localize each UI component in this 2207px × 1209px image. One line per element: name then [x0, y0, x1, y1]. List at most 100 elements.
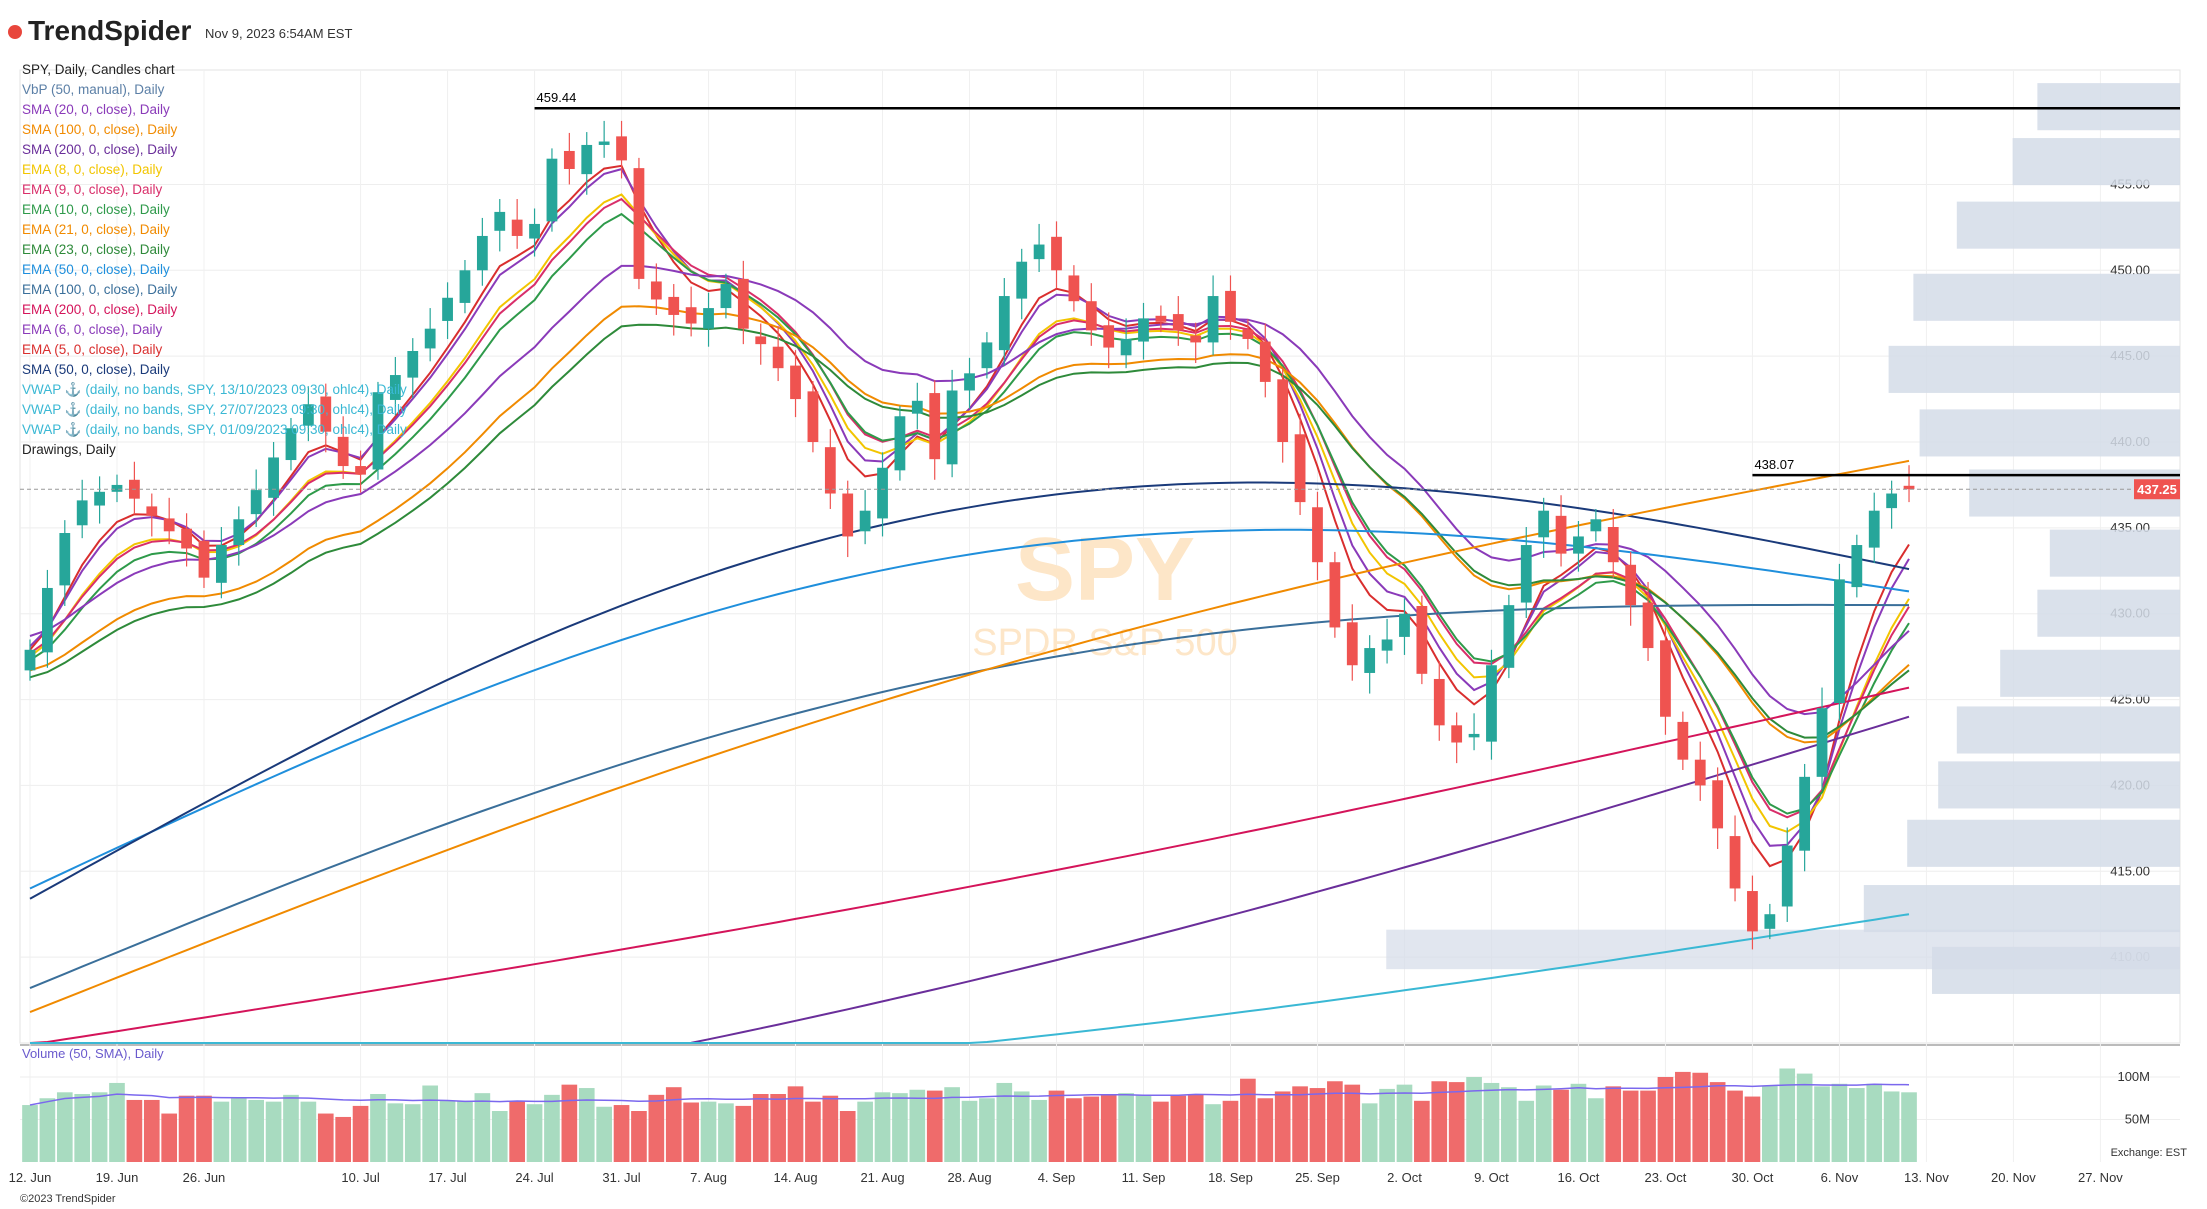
candle-82[interactable] [1451, 725, 1463, 743]
candle-69[interactable] [1225, 290, 1236, 322]
candle-24[interactable] [442, 297, 453, 321]
candle-7[interactable] [146, 506, 158, 516]
candle-52[interactable] [929, 393, 941, 460]
legend-item-9[interactable]: EMA (23, 0, close), Daily [22, 242, 170, 257]
candle-88[interactable] [1555, 515, 1567, 554]
candle-25[interactable] [459, 270, 471, 303]
candle-57[interactable] [1016, 261, 1028, 299]
candle-98[interactable] [1729, 836, 1741, 889]
candle-50[interactable] [894, 416, 906, 471]
candle-12[interactable] [233, 519, 245, 546]
legend-item-14[interactable]: EMA (5, 0, close), Daily [22, 342, 163, 357]
legend-item-15[interactable]: SMA (50, 0, close), Daily [22, 362, 170, 377]
candle-106[interactable] [1868, 510, 1880, 548]
candle-46[interactable] [824, 447, 836, 494]
candle-2[interactable] [59, 533, 71, 586]
candle-89[interactable] [1573, 536, 1584, 554]
candle-56[interactable] [998, 296, 1010, 351]
candle-100[interactable] [1764, 914, 1776, 929]
candle-99[interactable] [1747, 891, 1758, 932]
candle-83[interactable] [1468, 733, 1480, 738]
candle-87[interactable] [1538, 510, 1550, 538]
candle-41[interactable] [737, 278, 749, 329]
candle-76[interactable] [1346, 622, 1358, 666]
candle-33[interactable] [598, 141, 610, 145]
candle-73[interactable] [1294, 434, 1306, 503]
candle-91[interactable] [1607, 527, 1619, 563]
candle-8[interactable] [163, 518, 175, 532]
candle-16[interactable] [302, 404, 314, 426]
candle-101[interactable] [1781, 845, 1793, 907]
candle-81[interactable] [1433, 678, 1445, 726]
legend-item-19[interactable]: Drawings, Daily [22, 442, 116, 457]
candle-55[interactable] [981, 342, 993, 369]
candle-0[interactable] [24, 649, 36, 671]
candle-53[interactable] [946, 390, 958, 465]
candle-43[interactable] [772, 346, 784, 369]
candle-72[interactable] [1277, 379, 1289, 443]
candle-19[interactable] [355, 466, 366, 475]
legend-item-4[interactable]: SMA (200, 0, close), Daily [22, 142, 178, 157]
candle-13[interactable] [250, 490, 262, 515]
candle-58[interactable] [1033, 244, 1045, 260]
candle-103[interactable] [1816, 708, 1828, 777]
candle-45[interactable] [807, 391, 819, 443]
candle-21[interactable] [389, 375, 401, 400]
candle-102[interactable] [1799, 776, 1811, 851]
candle-70[interactable] [1242, 329, 1254, 339]
legend-item-13[interactable]: EMA (6, 0, close), Daily [22, 322, 163, 337]
legend-item-6[interactable]: EMA (9, 0, close), Daily [22, 182, 163, 197]
candle-5[interactable] [111, 484, 123, 492]
candle-77[interactable] [1364, 648, 1376, 673]
candle-66[interactable] [1172, 314, 1184, 331]
candle-67[interactable] [1190, 335, 1202, 343]
candle-38[interactable] [685, 307, 697, 324]
candle-80[interactable] [1416, 605, 1428, 674]
candle-31[interactable] [563, 150, 575, 169]
candle-107[interactable] [1886, 493, 1898, 509]
legend-item-7[interactable]: EMA (10, 0, close), Daily [22, 202, 170, 217]
legend-item-16[interactable]: VWAP ⚓ (daily, no bands, SPY, 13/10/2023… [22, 382, 407, 397]
candle-28[interactable] [511, 219, 523, 236]
candle-51[interactable] [911, 400, 923, 414]
candle-59[interactable] [1051, 236, 1062, 271]
candle-18[interactable] [337, 436, 349, 467]
candle-96[interactable] [1694, 759, 1706, 786]
candle-20[interactable] [372, 392, 384, 470]
candle-68[interactable] [1207, 296, 1219, 343]
candle-44[interactable] [790, 365, 801, 400]
candle-22[interactable] [407, 351, 419, 378]
legend-item-11[interactable]: EMA (100, 0, close), Daily [22, 282, 178, 297]
legend-item-18[interactable]: VWAP ⚓ (daily, no bands, SPY, 01/09/2023… [22, 422, 407, 437]
candle-34[interactable] [616, 136, 627, 161]
candle-95[interactable] [1677, 721, 1689, 760]
candle-104[interactable] [1834, 579, 1845, 704]
legend-item-1[interactable]: VbP (50, manual), Daily [22, 82, 165, 97]
candle-74[interactable] [1312, 507, 1323, 563]
candle-108[interactable] [1903, 485, 1915, 490]
candle-9[interactable] [181, 528, 192, 549]
candle-49[interactable] [877, 467, 888, 519]
candle-37[interactable] [668, 296, 680, 315]
candle-63[interactable] [1120, 338, 1132, 356]
candle-64[interactable] [1138, 318, 1149, 342]
candle-39[interactable] [703, 308, 714, 329]
candle-17[interactable] [320, 396, 332, 432]
candle-1[interactable] [42, 587, 53, 653]
candle-79[interactable] [1399, 613, 1410, 637]
candle-75[interactable] [1329, 562, 1341, 628]
candle-14[interactable] [268, 457, 279, 498]
candle-3[interactable] [76, 500, 88, 526]
candle-35[interactable] [633, 168, 645, 279]
legend-item-12[interactable]: EMA (200, 0, close), Daily [22, 302, 178, 317]
candle-90[interactable] [1590, 519, 1602, 532]
candle-54[interactable] [964, 373, 975, 391]
candle-15[interactable] [285, 428, 297, 461]
legend-item-0[interactable]: SPY, Daily, Candles chart [22, 62, 175, 77]
legend-item-3[interactable]: SMA (100, 0, close), Daily [22, 122, 178, 137]
candle-61[interactable] [1085, 301, 1097, 331]
candle-29[interactable] [529, 223, 540, 239]
candle-42[interactable] [755, 336, 767, 345]
candle-23[interactable] [424, 328, 436, 349]
